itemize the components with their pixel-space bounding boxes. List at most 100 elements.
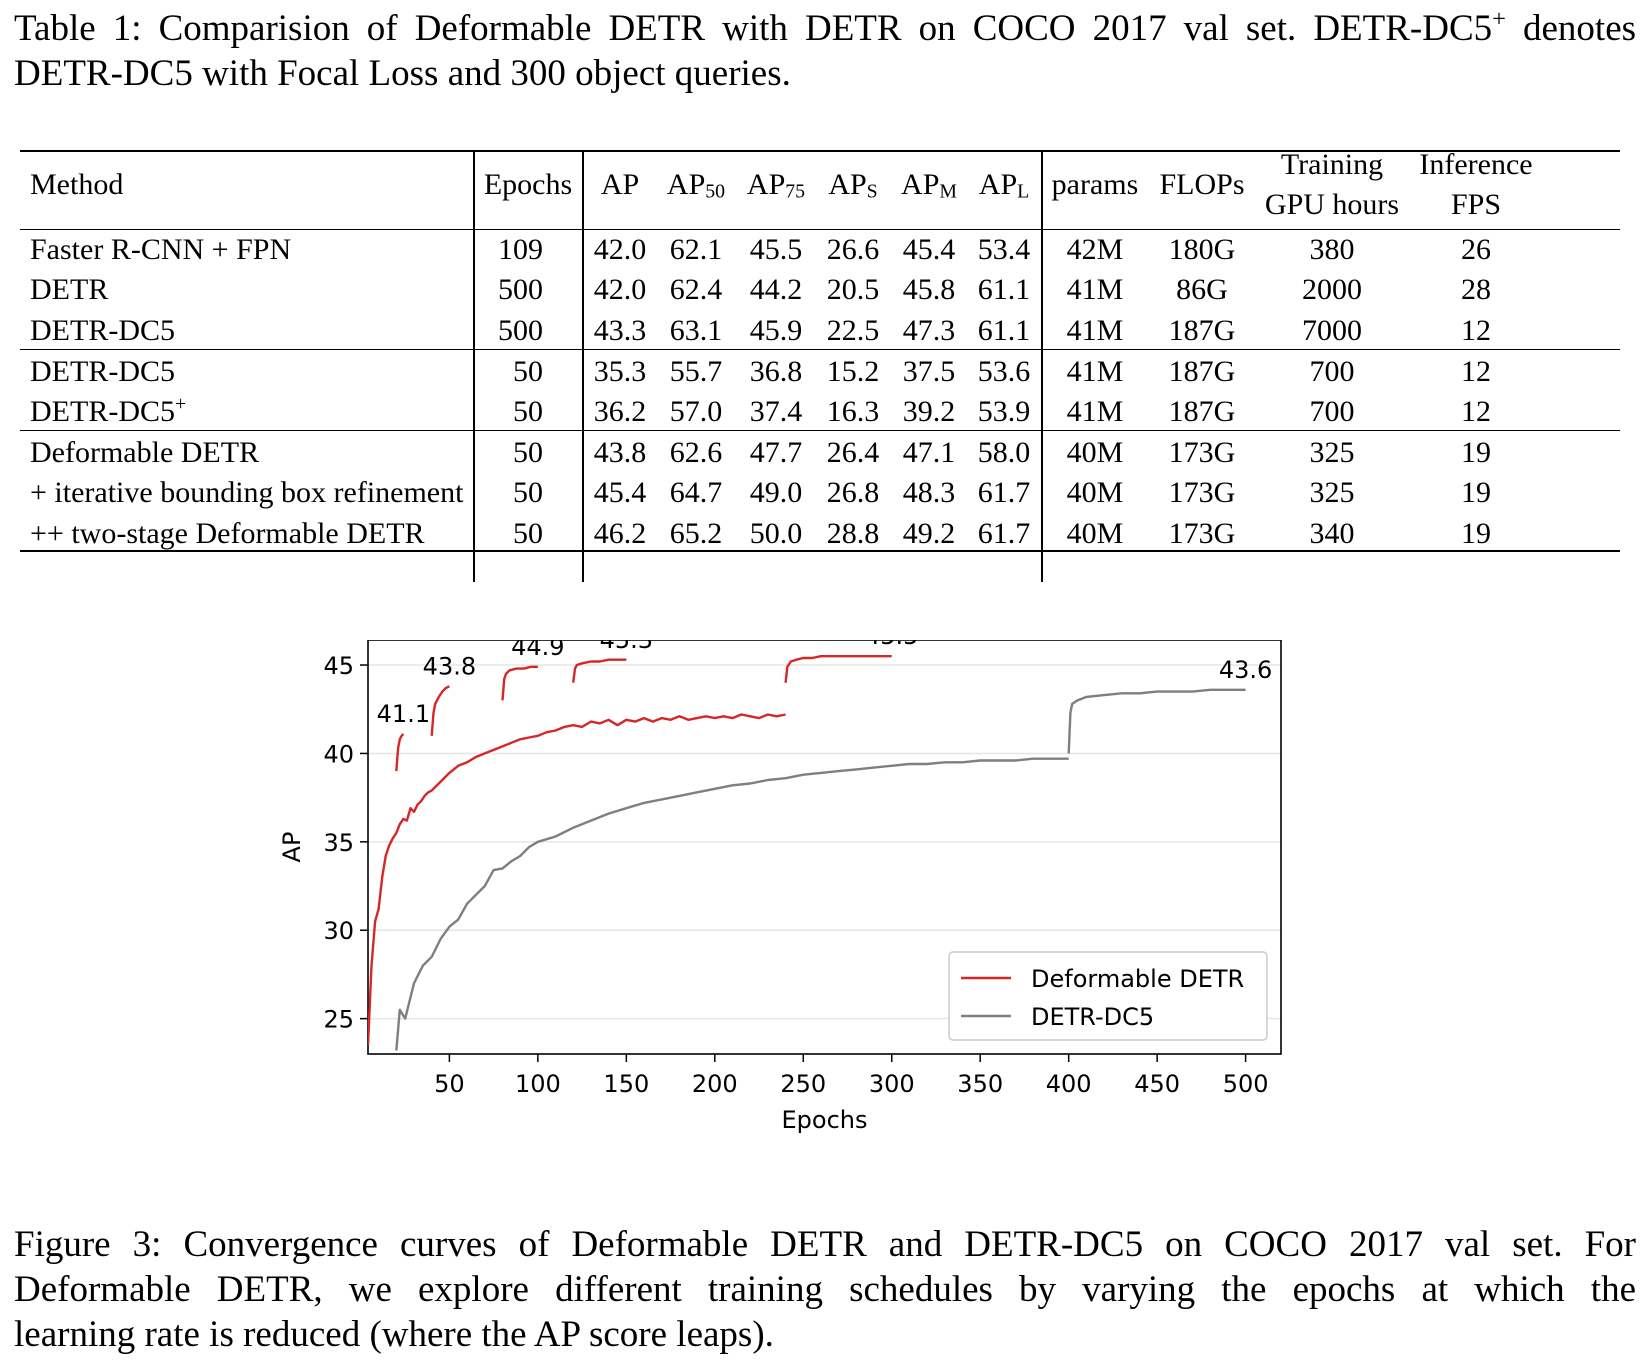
cell-ap50: 62.1: [669, 233, 723, 266]
cell-ap50: 62.6: [669, 436, 723, 469]
series-line-deformable-detr: [501, 665, 538, 701]
cell-ap75: 44.2: [749, 273, 803, 306]
cell-apl: 61.7: [977, 476, 1031, 509]
cell-gpu-hours: 380: [1309, 233, 1355, 266]
cell-flops: 180G: [1168, 233, 1236, 266]
cell-ap75: 45.9: [749, 314, 803, 347]
cell-epochs: 500: [498, 314, 543, 347]
cell-gpu-hours: 325: [1309, 476, 1355, 509]
cell-apm: 49.2: [902, 517, 956, 550]
cell-epochs: 50: [513, 355, 543, 388]
cell-ap50: 62.4: [669, 273, 723, 306]
x-tick-label: 450: [1134, 1070, 1180, 1098]
cell-fps: 19: [1461, 476, 1491, 509]
cell-flops: 187G: [1168, 314, 1236, 347]
row-method: Faster R-CNN + FPN: [30, 233, 292, 266]
x-tick-label: 200: [692, 1070, 738, 1098]
series-line-deformable-detr: [395, 733, 405, 772]
series-line-detr-dc5: [1067, 688, 1246, 754]
cell-epochs: 50: [513, 476, 543, 509]
series-line-detr-dc5: [395, 757, 1069, 1051]
cell-epochs: 50: [513, 517, 543, 550]
cell-params: 41M: [1066, 273, 1124, 306]
cell-apm: 47.1: [902, 436, 956, 469]
legend-label: DETR-DC5: [1031, 1003, 1154, 1031]
end-value-label: 45.3: [600, 640, 653, 654]
end-value-label: 43.6: [1219, 656, 1272, 684]
table-top-rule: [20, 150, 1620, 152]
table-bottom-rule: [20, 550, 1620, 552]
cell-apm: 37.5: [902, 355, 956, 388]
cell-ap50: 57.0: [669, 395, 723, 428]
cell-flops: 173G: [1168, 476, 1236, 509]
legend-label: Deformable DETR: [1031, 965, 1244, 993]
cell-ap75: 49.0: [749, 476, 803, 509]
table-vrule: [1041, 152, 1043, 582]
cell-ap75: 47.7: [749, 436, 803, 469]
header-ap75: AP75: [746, 168, 806, 203]
cell-params: 41M: [1066, 355, 1124, 388]
cell-ap: 46.2: [593, 517, 647, 550]
header-aps: APS: [828, 168, 878, 203]
table-caption: Table 1: Comparision of Deformable DETR …: [14, 6, 1636, 96]
figure-caption-line: Figure 3: Convergence curves of Deformab…: [14, 1224, 1636, 1265]
cell-apl: 53.4: [977, 233, 1031, 266]
header-apm: APM: [901, 168, 957, 203]
table-vrule: [582, 152, 584, 582]
row-method: DETR-DC5: [30, 314, 175, 347]
y-axis-label: AP: [280, 832, 306, 863]
header-training: Training: [1280, 148, 1384, 181]
cell-ap50: 55.7: [669, 355, 723, 388]
row-method: DETR: [30, 273, 109, 306]
table-caption-text: Comparision of Deformable DETR with DETR…: [158, 8, 1493, 49]
cell-apl: 61.1: [977, 314, 1031, 347]
series-line-deformable-detr: [784, 655, 892, 683]
row-method: DETR-DC5: [30, 355, 175, 388]
cell-fps: 12: [1461, 355, 1491, 388]
cell-ap: 43.8: [593, 436, 647, 469]
end-value-label: 41.1: [377, 700, 430, 728]
results-table: Method Epochs AP AP50 AP75 APS APM APL p…: [20, 148, 1620, 582]
header-gpu-hours: GPU hours: [1264, 188, 1400, 221]
header-method: Method: [30, 168, 124, 201]
x-axis-label: Epochs: [782, 1106, 868, 1134]
cell-gpu-hours: 700: [1309, 395, 1355, 428]
cell-flops: 187G: [1168, 355, 1236, 388]
end-value-label: 44.9: [511, 640, 564, 661]
series-line-deformable-detr: [430, 685, 450, 736]
cell-apm: 45.4: [902, 233, 956, 266]
legend-box: [948, 951, 1268, 1041]
cell-flops: 173G: [1168, 436, 1236, 469]
cell-apl: 61.1: [977, 273, 1031, 306]
y-tick-label: 25: [323, 1006, 354, 1034]
cell-ap75: 45.5: [749, 233, 803, 266]
cell-apl: 53.9: [977, 395, 1031, 428]
cell-params: 40M: [1066, 517, 1124, 550]
cell-gpu-hours: 340: [1309, 517, 1355, 550]
end-value-label: 45.5: [865, 640, 918, 650]
cell-fps: 28: [1461, 273, 1491, 306]
table-caption-prefix: Table 1:: [14, 8, 142, 49]
x-tick-label: 500: [1223, 1070, 1269, 1098]
x-tick-label: 100: [515, 1070, 561, 1098]
cell-flops: 187G: [1168, 395, 1236, 428]
cell-epochs: 50: [513, 395, 543, 428]
cell-apm: 39.2: [902, 395, 956, 428]
row-method: ++ two-stage Deformable DETR: [30, 517, 425, 550]
cell-ap: 42.0: [593, 233, 647, 266]
cell-ap50: 63.1: [669, 314, 723, 347]
cell-apm: 47.3: [902, 314, 956, 347]
cell-gpu-hours: 2000: [1302, 273, 1362, 306]
series-line-deformable-detr: [572, 658, 627, 683]
cell-params: 40M: [1066, 476, 1124, 509]
cell-flops: 173G: [1168, 517, 1236, 550]
plot-frame: [367, 639, 1282, 1055]
x-tick-label: 150: [603, 1070, 649, 1098]
table-caption-text2: denotes DETR-DC5 with Focal Loss and 300…: [14, 8, 1637, 94]
convergence-chart: 25 30 35 40 45 50 100 150 200 250 300 350 400 450 500 E…: [278, 622, 1360, 1212]
row-method: DETR-DC5+: [30, 393, 187, 428]
cell-gpu-hours: 7000: [1302, 314, 1362, 347]
cell-apl: 53.6: [977, 355, 1031, 388]
cell-aps: 26.6: [826, 233, 880, 266]
x-tick-label: 400: [1046, 1070, 1092, 1098]
